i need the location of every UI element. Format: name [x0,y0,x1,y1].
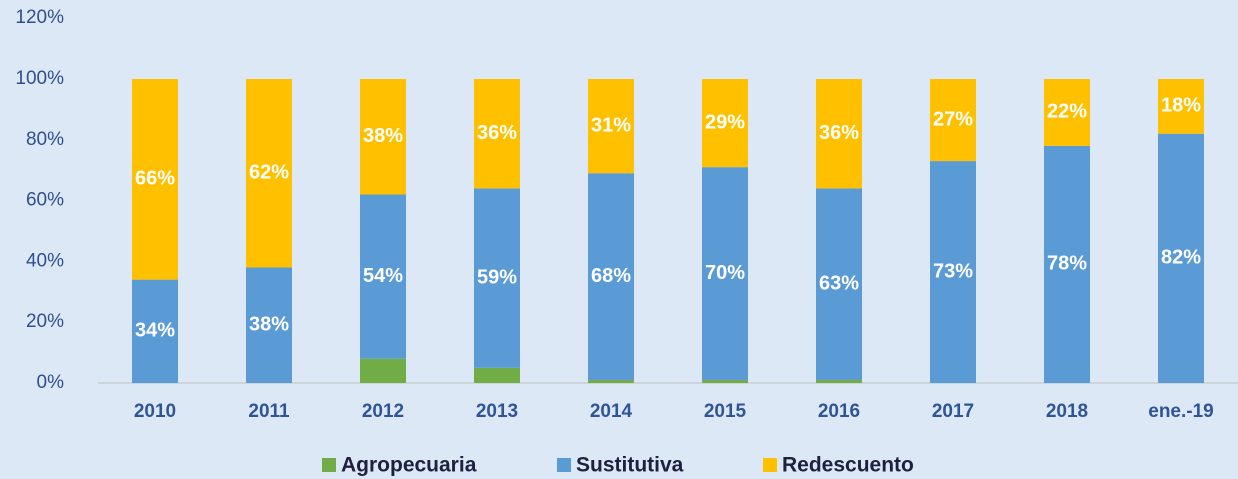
bar-segment [1158,79,1204,134]
bar-segment [1044,79,1090,146]
x-tick-label: 2017 [932,401,974,422]
y-tick-label: 40% [26,250,64,271]
bar-segment [1158,133,1204,383]
data-label: 29% [705,111,745,133]
bar-segment [360,358,406,383]
bar-segment [246,79,292,268]
data-label: 78% [1047,253,1087,275]
data-label: 59% [477,266,517,288]
x-tick-label: 2010 [134,401,176,422]
legend-swatch [763,458,777,472]
data-label: 82% [1161,247,1201,269]
data-label: 38% [363,125,403,147]
x-tick-label: 2012 [362,401,404,422]
x-tick-label: 2018 [1046,401,1088,422]
bar-segment [816,188,862,380]
bar-segment [132,279,178,383]
bar-segment [360,79,406,195]
y-tick-label: 80% [26,129,64,150]
data-label: 22% [1047,101,1087,123]
y-tick-label: 120% [15,7,64,28]
y-tick-label: 0% [37,372,65,393]
data-label: 54% [363,265,403,287]
data-label: 36% [819,122,859,144]
data-label: 73% [933,260,973,282]
bar-segment [702,379,748,383]
bar-segment [816,379,862,383]
y-tick-label: 100% [15,68,64,89]
data-label: 70% [705,262,745,284]
bar-segment [588,379,634,383]
bar-segment [360,194,406,359]
x-tick-label: 2011 [248,401,290,422]
bar-segment [588,173,634,380]
bar-segment [132,79,178,280]
data-label: 31% [591,114,631,136]
data-label: 18% [1161,95,1201,117]
data-label: 63% [819,272,859,294]
x-tick-label: 2014 [590,401,633,422]
data-label: 62% [249,162,289,184]
x-tick-label: 2015 [704,401,747,422]
bar-segment [474,188,520,368]
bar-segment [702,167,748,380]
bar-segment [1044,145,1090,383]
y-tick-label: 20% [26,311,64,332]
bar-segment [474,79,520,189]
data-label: 66% [135,168,175,190]
legend-swatch [322,458,336,472]
data-label: 34% [135,320,175,342]
bar-segment [702,79,748,168]
bar-segment [816,79,862,189]
bar-segment [474,367,520,383]
legend-label: Agropecuaria [341,454,477,477]
bar-segment [246,267,292,383]
data-label: 36% [477,122,517,144]
data-label: 38% [249,314,289,336]
data-label: 27% [933,108,973,130]
x-tick-label: ene.-19 [1148,401,1213,422]
legend-swatch [557,458,571,472]
bar-segment [930,79,976,162]
bar-segment [588,79,634,174]
legend-label: Redescuento [782,454,914,477]
data-label: 68% [591,265,631,287]
x-tick-label: 2016 [818,401,860,422]
bar-segment [930,161,976,383]
y-tick-label: 60% [26,190,64,211]
x-tick-label: 2013 [476,401,518,422]
legend-label: Sustitutiva [576,454,684,477]
